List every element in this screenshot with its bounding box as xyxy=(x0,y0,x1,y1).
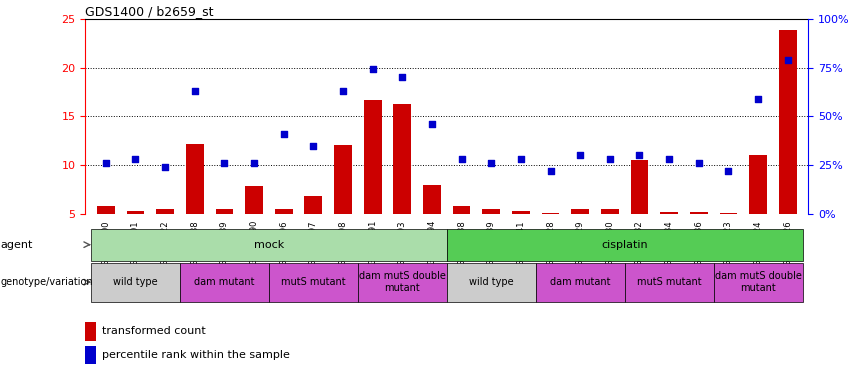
Bar xyxy=(423,184,441,214)
Bar xyxy=(690,212,708,214)
Text: mutS mutant: mutS mutant xyxy=(637,277,701,287)
Text: percentile rank within the sample: percentile rank within the sample xyxy=(102,350,290,360)
Text: wild type: wild type xyxy=(113,277,157,287)
Bar xyxy=(625,262,714,302)
Point xyxy=(484,160,498,166)
Bar xyxy=(779,30,797,214)
Bar xyxy=(85,322,95,340)
Bar xyxy=(334,144,352,214)
Bar xyxy=(447,262,536,302)
Bar xyxy=(536,262,625,302)
Point xyxy=(396,74,409,80)
Bar xyxy=(85,346,95,364)
Point xyxy=(188,88,202,94)
Bar xyxy=(305,196,323,214)
Bar xyxy=(186,144,203,214)
Point xyxy=(603,156,617,162)
Point xyxy=(781,57,795,63)
Bar xyxy=(512,211,530,214)
Bar xyxy=(447,229,802,261)
Bar xyxy=(453,206,471,214)
Text: GDS1400 / b2659_st: GDS1400 / b2659_st xyxy=(85,4,214,18)
Bar xyxy=(393,104,411,214)
Point xyxy=(336,88,350,94)
Bar xyxy=(601,209,619,214)
Bar xyxy=(269,262,357,302)
Point xyxy=(454,156,468,162)
Bar xyxy=(91,262,180,302)
Bar xyxy=(97,206,115,214)
Bar xyxy=(127,211,145,214)
Bar xyxy=(660,212,678,214)
Bar xyxy=(245,186,263,214)
Text: transformed count: transformed count xyxy=(102,326,206,336)
Point xyxy=(129,156,142,162)
Bar xyxy=(541,213,559,214)
Point xyxy=(218,160,231,166)
Bar xyxy=(180,262,269,302)
Text: dam mutS double
mutant: dam mutS double mutant xyxy=(359,272,446,293)
Text: dam mutant: dam mutant xyxy=(194,277,254,287)
Point xyxy=(306,142,320,148)
Bar xyxy=(157,209,174,214)
Text: genotype/variation: genotype/variation xyxy=(1,277,94,287)
Point xyxy=(426,121,439,127)
Point xyxy=(514,156,528,162)
Point xyxy=(574,152,587,158)
Bar xyxy=(719,213,737,214)
Text: wild type: wild type xyxy=(469,277,513,287)
Text: dam mutant: dam mutant xyxy=(550,277,610,287)
Text: dam mutS double
mutant: dam mutS double mutant xyxy=(715,272,802,293)
Bar xyxy=(631,160,648,214)
Bar xyxy=(483,209,500,214)
Point xyxy=(632,152,646,158)
Bar xyxy=(357,262,447,302)
Text: agent: agent xyxy=(1,240,33,250)
Point xyxy=(248,160,261,166)
Bar xyxy=(714,262,802,302)
Point xyxy=(662,156,676,162)
Point xyxy=(99,160,112,166)
Text: cisplatin: cisplatin xyxy=(602,240,648,250)
Text: mutS mutant: mutS mutant xyxy=(281,277,346,287)
Text: mock: mock xyxy=(254,240,284,250)
Point xyxy=(366,66,380,72)
Point xyxy=(722,168,735,174)
Point xyxy=(158,164,172,170)
Point xyxy=(544,168,557,174)
Point xyxy=(692,160,705,166)
Bar xyxy=(571,209,589,214)
Bar xyxy=(215,209,233,214)
Point xyxy=(751,96,765,102)
Bar xyxy=(275,209,293,214)
Bar xyxy=(749,155,767,214)
Point xyxy=(277,131,290,137)
Bar xyxy=(91,229,447,261)
Bar xyxy=(363,100,381,214)
